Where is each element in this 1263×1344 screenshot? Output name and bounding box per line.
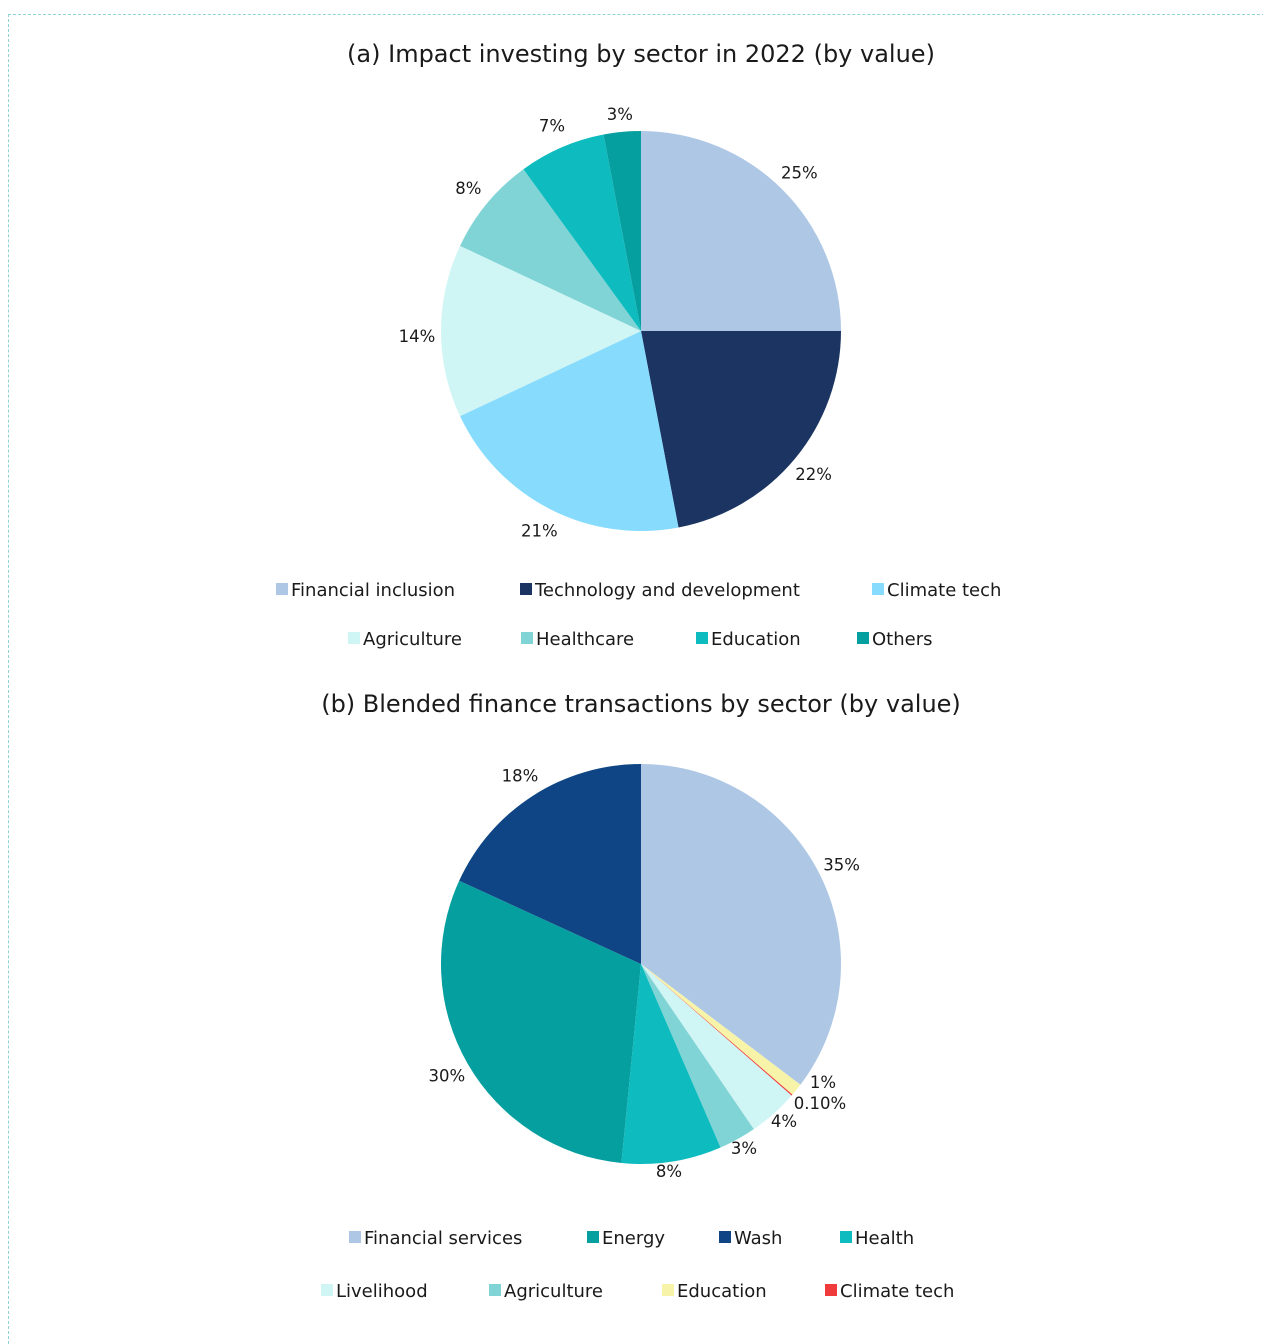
legend-label-financial-services: Financial services (364, 1228, 522, 1249)
data-label-climate-tech: 21% (521, 522, 558, 541)
legend-label-agriculture: Agriculture (363, 629, 462, 650)
slice-agriculture (641, 964, 754, 1148)
slice-education (641, 964, 801, 1095)
legend-label-agriculture: Agriculture (504, 1281, 603, 1302)
data-label-financial-inclusion: 25% (781, 164, 818, 183)
legend-label-technology-and-development: Technology and development (534, 580, 800, 601)
data-label-energy: 30% (428, 1067, 465, 1086)
legend-label-climate-tech: Climate tech (840, 1281, 954, 1302)
data-label-climate-tech: 0.10% (794, 1094, 846, 1113)
legend-swatch-energy (587, 1231, 599, 1243)
legend-swatch-education (662, 1284, 674, 1296)
slice-agriculture (440, 245, 641, 417)
figure-frame (8, 14, 1263, 1344)
slice-climate-tech (460, 331, 679, 532)
slice-others (603, 131, 641, 331)
legend-label-climate-tech: Climate tech (887, 580, 1001, 601)
legend-label-healthcare: Healthcare (536, 629, 634, 650)
legend-swatch-climate-tech (872, 583, 884, 595)
legend-swatch-education (696, 632, 708, 644)
chart-a-pie: 25% 22% 21% 14% 8% 7% 3% (399, 105, 841, 541)
legend-label-others: Others (872, 629, 933, 650)
legend-swatch-agriculture (348, 632, 360, 644)
slice-wash (459, 763, 641, 964)
data-label-technology-and-development: 22% (795, 465, 832, 484)
legend-swatch-healthcare (521, 632, 533, 644)
chart-b-title: (b) Blended finance transactions by sect… (321, 690, 961, 718)
legend-swatch-wash (719, 1231, 731, 1243)
legend-swatch-health (840, 1231, 852, 1243)
slice-climate-tech (641, 964, 793, 1096)
chart-b-pie: 35% 1% 0.10%4% 3% 8% 30% 18% (428, 763, 860, 1181)
data-label-education: 7% (539, 116, 565, 135)
slice-technology-and-development (641, 331, 841, 528)
legend-label-livelihood: Livelihood (336, 1281, 428, 1302)
legend-swatch-livelihood (321, 1284, 333, 1296)
chart-a-legend: Financial inclusion Technology and develo… (276, 580, 1001, 650)
slice-energy (440, 880, 641, 1164)
legend-label-education: Education (711, 629, 801, 650)
chart-a-title: (a) Impact investing by sector in 2022 (… (347, 40, 935, 68)
legend-swatch-financial-services (349, 1231, 361, 1243)
legend-swatch-climate-tech (825, 1284, 837, 1296)
legend-swatch-technology-and-development (520, 583, 532, 595)
data-label-others: 3% (607, 105, 633, 124)
legend-swatch-others (857, 632, 869, 644)
data-label-wash: 18% (502, 767, 539, 786)
legend-label-wash: Wash (734, 1228, 782, 1249)
slice-livelihood (641, 964, 792, 1130)
data-label-financial-services: 35% (823, 855, 860, 874)
slice-health (621, 964, 721, 1165)
data-label-agriculture: 3% (731, 1139, 757, 1158)
legend-label-education: Education (677, 1281, 767, 1302)
data-label-health: 8% (656, 1162, 682, 1181)
slice-education (523, 134, 641, 331)
legend-label-financial-inclusion: Financial inclusion (291, 580, 455, 601)
data-label-agriculture: 14% (399, 327, 436, 346)
data-label-healthcare: 8% (455, 179, 481, 198)
data-label-livelihood: 4% (771, 1112, 797, 1131)
legend-swatch-agriculture (489, 1284, 501, 1296)
legend-label-health: Health (855, 1228, 914, 1249)
slice-financial-services (641, 764, 841, 1085)
chart-b-legend: Financial services Energy Wash Health Liveli… (321, 1228, 954, 1302)
legend-swatch-financial-inclusion (276, 583, 288, 595)
slice-healthcare (460, 169, 641, 331)
slice-financial-inclusion (641, 131, 841, 331)
data-label-education: 1% (810, 1073, 836, 1092)
legend-label-energy: Energy (602, 1228, 665, 1249)
